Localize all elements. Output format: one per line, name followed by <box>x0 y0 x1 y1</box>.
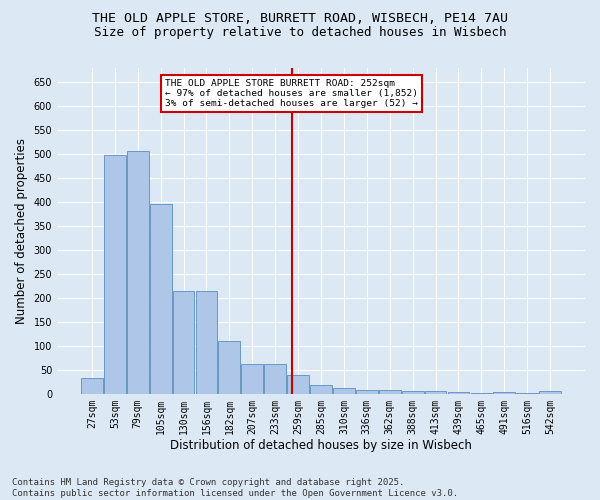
Bar <box>379 390 401 394</box>
Bar <box>196 290 217 394</box>
Bar <box>265 364 286 394</box>
Bar <box>173 290 194 394</box>
Bar <box>150 204 172 394</box>
Bar <box>402 392 424 394</box>
Bar <box>81 378 103 394</box>
Bar <box>287 374 309 394</box>
Bar <box>127 152 149 394</box>
Bar <box>517 393 538 394</box>
Bar <box>470 393 492 394</box>
Bar <box>448 392 469 394</box>
Bar <box>218 341 240 394</box>
Bar <box>493 392 515 394</box>
Text: Contains HM Land Registry data © Crown copyright and database right 2025.
Contai: Contains HM Land Registry data © Crown c… <box>12 478 458 498</box>
Bar <box>104 155 126 394</box>
Text: Size of property relative to detached houses in Wisbech: Size of property relative to detached ho… <box>94 26 506 39</box>
Bar <box>539 392 561 394</box>
Bar <box>333 388 355 394</box>
X-axis label: Distribution of detached houses by size in Wisbech: Distribution of detached houses by size … <box>170 440 472 452</box>
Text: THE OLD APPLE STORE, BURRETT ROAD, WISBECH, PE14 7AU: THE OLD APPLE STORE, BURRETT ROAD, WISBE… <box>92 12 508 26</box>
Bar <box>241 364 263 394</box>
Bar <box>425 392 446 394</box>
Text: THE OLD APPLE STORE BURRETT ROAD: 252sqm
← 97% of detached houses are smaller (1: THE OLD APPLE STORE BURRETT ROAD: 252sqm… <box>165 78 418 108</box>
Bar <box>356 390 378 394</box>
Y-axis label: Number of detached properties: Number of detached properties <box>15 138 28 324</box>
Bar <box>310 385 332 394</box>
